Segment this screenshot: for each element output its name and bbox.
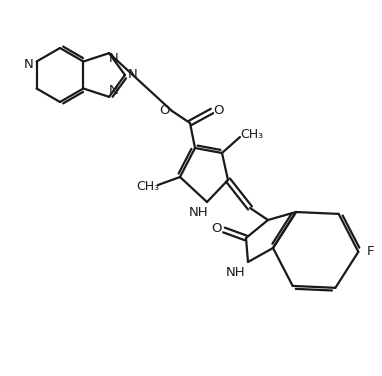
Text: CH₃: CH₃ bbox=[240, 129, 264, 141]
Text: N: N bbox=[24, 58, 34, 71]
Text: O: O bbox=[212, 221, 222, 235]
Text: O: O bbox=[214, 103, 224, 117]
Text: N: N bbox=[109, 84, 119, 97]
Text: NH: NH bbox=[226, 265, 246, 279]
Text: CH₃: CH₃ bbox=[136, 179, 160, 193]
Text: F: F bbox=[367, 245, 374, 258]
Text: NH: NH bbox=[189, 206, 209, 218]
Text: N: N bbox=[128, 68, 138, 82]
Text: N: N bbox=[109, 52, 119, 65]
Text: O: O bbox=[160, 103, 170, 117]
